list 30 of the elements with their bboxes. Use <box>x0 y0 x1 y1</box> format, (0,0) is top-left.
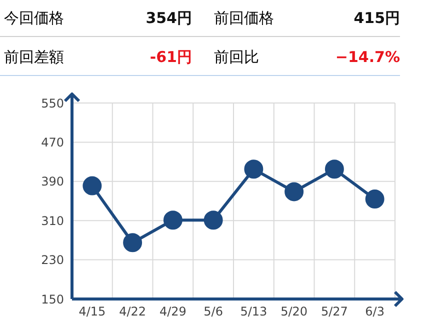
point <box>324 160 344 179</box>
x-tick-label: 4/22 <box>119 304 146 319</box>
text: 前回価格 <box>213 8 275 28</box>
x-tick-label: 5/20 <box>280 304 308 319</box>
point <box>284 182 304 202</box>
x-tick-label: 4/15 <box>78 304 106 319</box>
point <box>365 190 384 209</box>
y-tick-label: 470 <box>41 135 64 150</box>
text: −14.7% <box>334 48 400 66</box>
point <box>123 233 142 252</box>
text: -61円 <box>148 48 192 66</box>
x-tick-label: 5/27 <box>320 304 348 319</box>
point <box>204 210 223 230</box>
x-tick-label: 6/3 <box>365 304 384 319</box>
x-tick-label: 5/6 <box>204 304 223 319</box>
point <box>82 176 102 196</box>
y-tick-label: 150 <box>41 292 64 306</box>
text: 前回比 <box>213 48 260 66</box>
y-tick-label: 310 <box>41 214 64 228</box>
text: 354円 <box>144 8 192 28</box>
x-tick-label: 4/29 <box>159 304 186 319</box>
text: 415円 <box>352 8 400 28</box>
y-tick-label: 390 <box>41 174 64 189</box>
x-tick-label: 5/13 <box>240 304 268 319</box>
point <box>244 160 264 179</box>
text: 前回差額 <box>3 48 65 66</box>
text: 今回価格 <box>3 8 65 28</box>
y-tick-label: 550 <box>41 96 64 110</box>
y-tick-label: 230 <box>41 253 64 268</box>
point <box>163 210 182 230</box>
